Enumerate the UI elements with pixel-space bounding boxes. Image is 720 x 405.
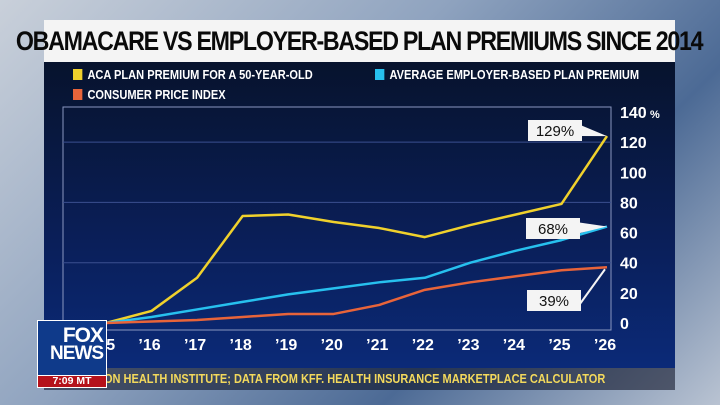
source-text: ON HEALTH INSTITUTE; DATA FROM KFF. HEAL…	[104, 372, 606, 386]
x-tick-label: ’23	[457, 337, 479, 354]
legend-swatch-yellow	[73, 69, 83, 80]
end-label: 39%	[539, 293, 569, 310]
x-tick-label: ’22	[412, 337, 434, 354]
logo-fox: FOX	[62, 324, 104, 347]
y-tick-label: 60	[620, 226, 638, 243]
x-tick-label: ’16	[138, 337, 160, 354]
clock: 7:09 MT	[37, 375, 107, 388]
y-tick-label: 0	[620, 316, 629, 333]
y-tick-label: 140	[620, 105, 647, 122]
y-tick-label: 20	[620, 286, 638, 303]
end-label: 68%	[538, 221, 568, 238]
y-tick-label: 40	[620, 256, 638, 273]
title-banner: OBAMACARE VS EMPLOYER-BASED PLAN PREMIUM…	[16, 20, 704, 62]
label-pointer	[578, 124, 607, 137]
label-pointer	[576, 222, 607, 234]
x-tick-label: ’26	[594, 337, 616, 354]
legend-label: AVERAGE EMPLOYER-BASED PLAN PREMIUM	[389, 67, 640, 82]
x-tick-label: ’18	[230, 337, 252, 354]
y-tick-label: 100	[620, 165, 647, 182]
y-unit-label: %	[650, 109, 660, 121]
chart-title: OBAMACARE VS EMPLOYER-BASED PLAN PREMIUM…	[16, 25, 704, 56]
x-tick-label: ’24	[503, 337, 525, 354]
legend-label: CONSUMER PRICE INDEX	[87, 87, 226, 102]
logo-news: NEWS	[50, 343, 104, 364]
end-label-box	[527, 290, 581, 311]
legend-item-aca: ACA PLAN PREMIUM FOR A 50-YEAR-OLD	[73, 67, 313, 82]
legend-item-employer: AVERAGE EMPLOYER-BASED PLAN PREMIUM	[375, 67, 639, 82]
legend-swatch-orange	[73, 89, 83, 100]
y-tick-label: 80	[620, 195, 638, 212]
source-strip	[44, 368, 675, 390]
x-tick-label: ’19	[275, 337, 297, 354]
x-tick-label: ’17	[184, 337, 206, 354]
legend-label: ACA PLAN PREMIUM FOR A 50-YEAR-OLD	[87, 67, 313, 82]
end-label-box	[526, 218, 580, 239]
legend-item-cpi: CONSUMER PRICE INDEX	[73, 87, 226, 102]
series-line-1	[105, 225, 608, 325]
fox-news-logo: FOX NEWS 7:09 MT	[37, 320, 107, 388]
y-tick-label: 120	[620, 135, 647, 152]
x-tick-label: ’25	[548, 337, 570, 354]
x-tick-label: ’20	[321, 337, 343, 354]
x-tick-label: ’21	[366, 337, 388, 354]
legend-swatch-blue	[375, 69, 385, 80]
end-label-box	[528, 120, 582, 141]
plot-border	[62, 106, 612, 331]
label-pointer	[576, 268, 606, 309]
series-line-2	[105, 265, 608, 325]
end-label: 129%	[536, 123, 574, 140]
series-line-0	[105, 135, 609, 325]
